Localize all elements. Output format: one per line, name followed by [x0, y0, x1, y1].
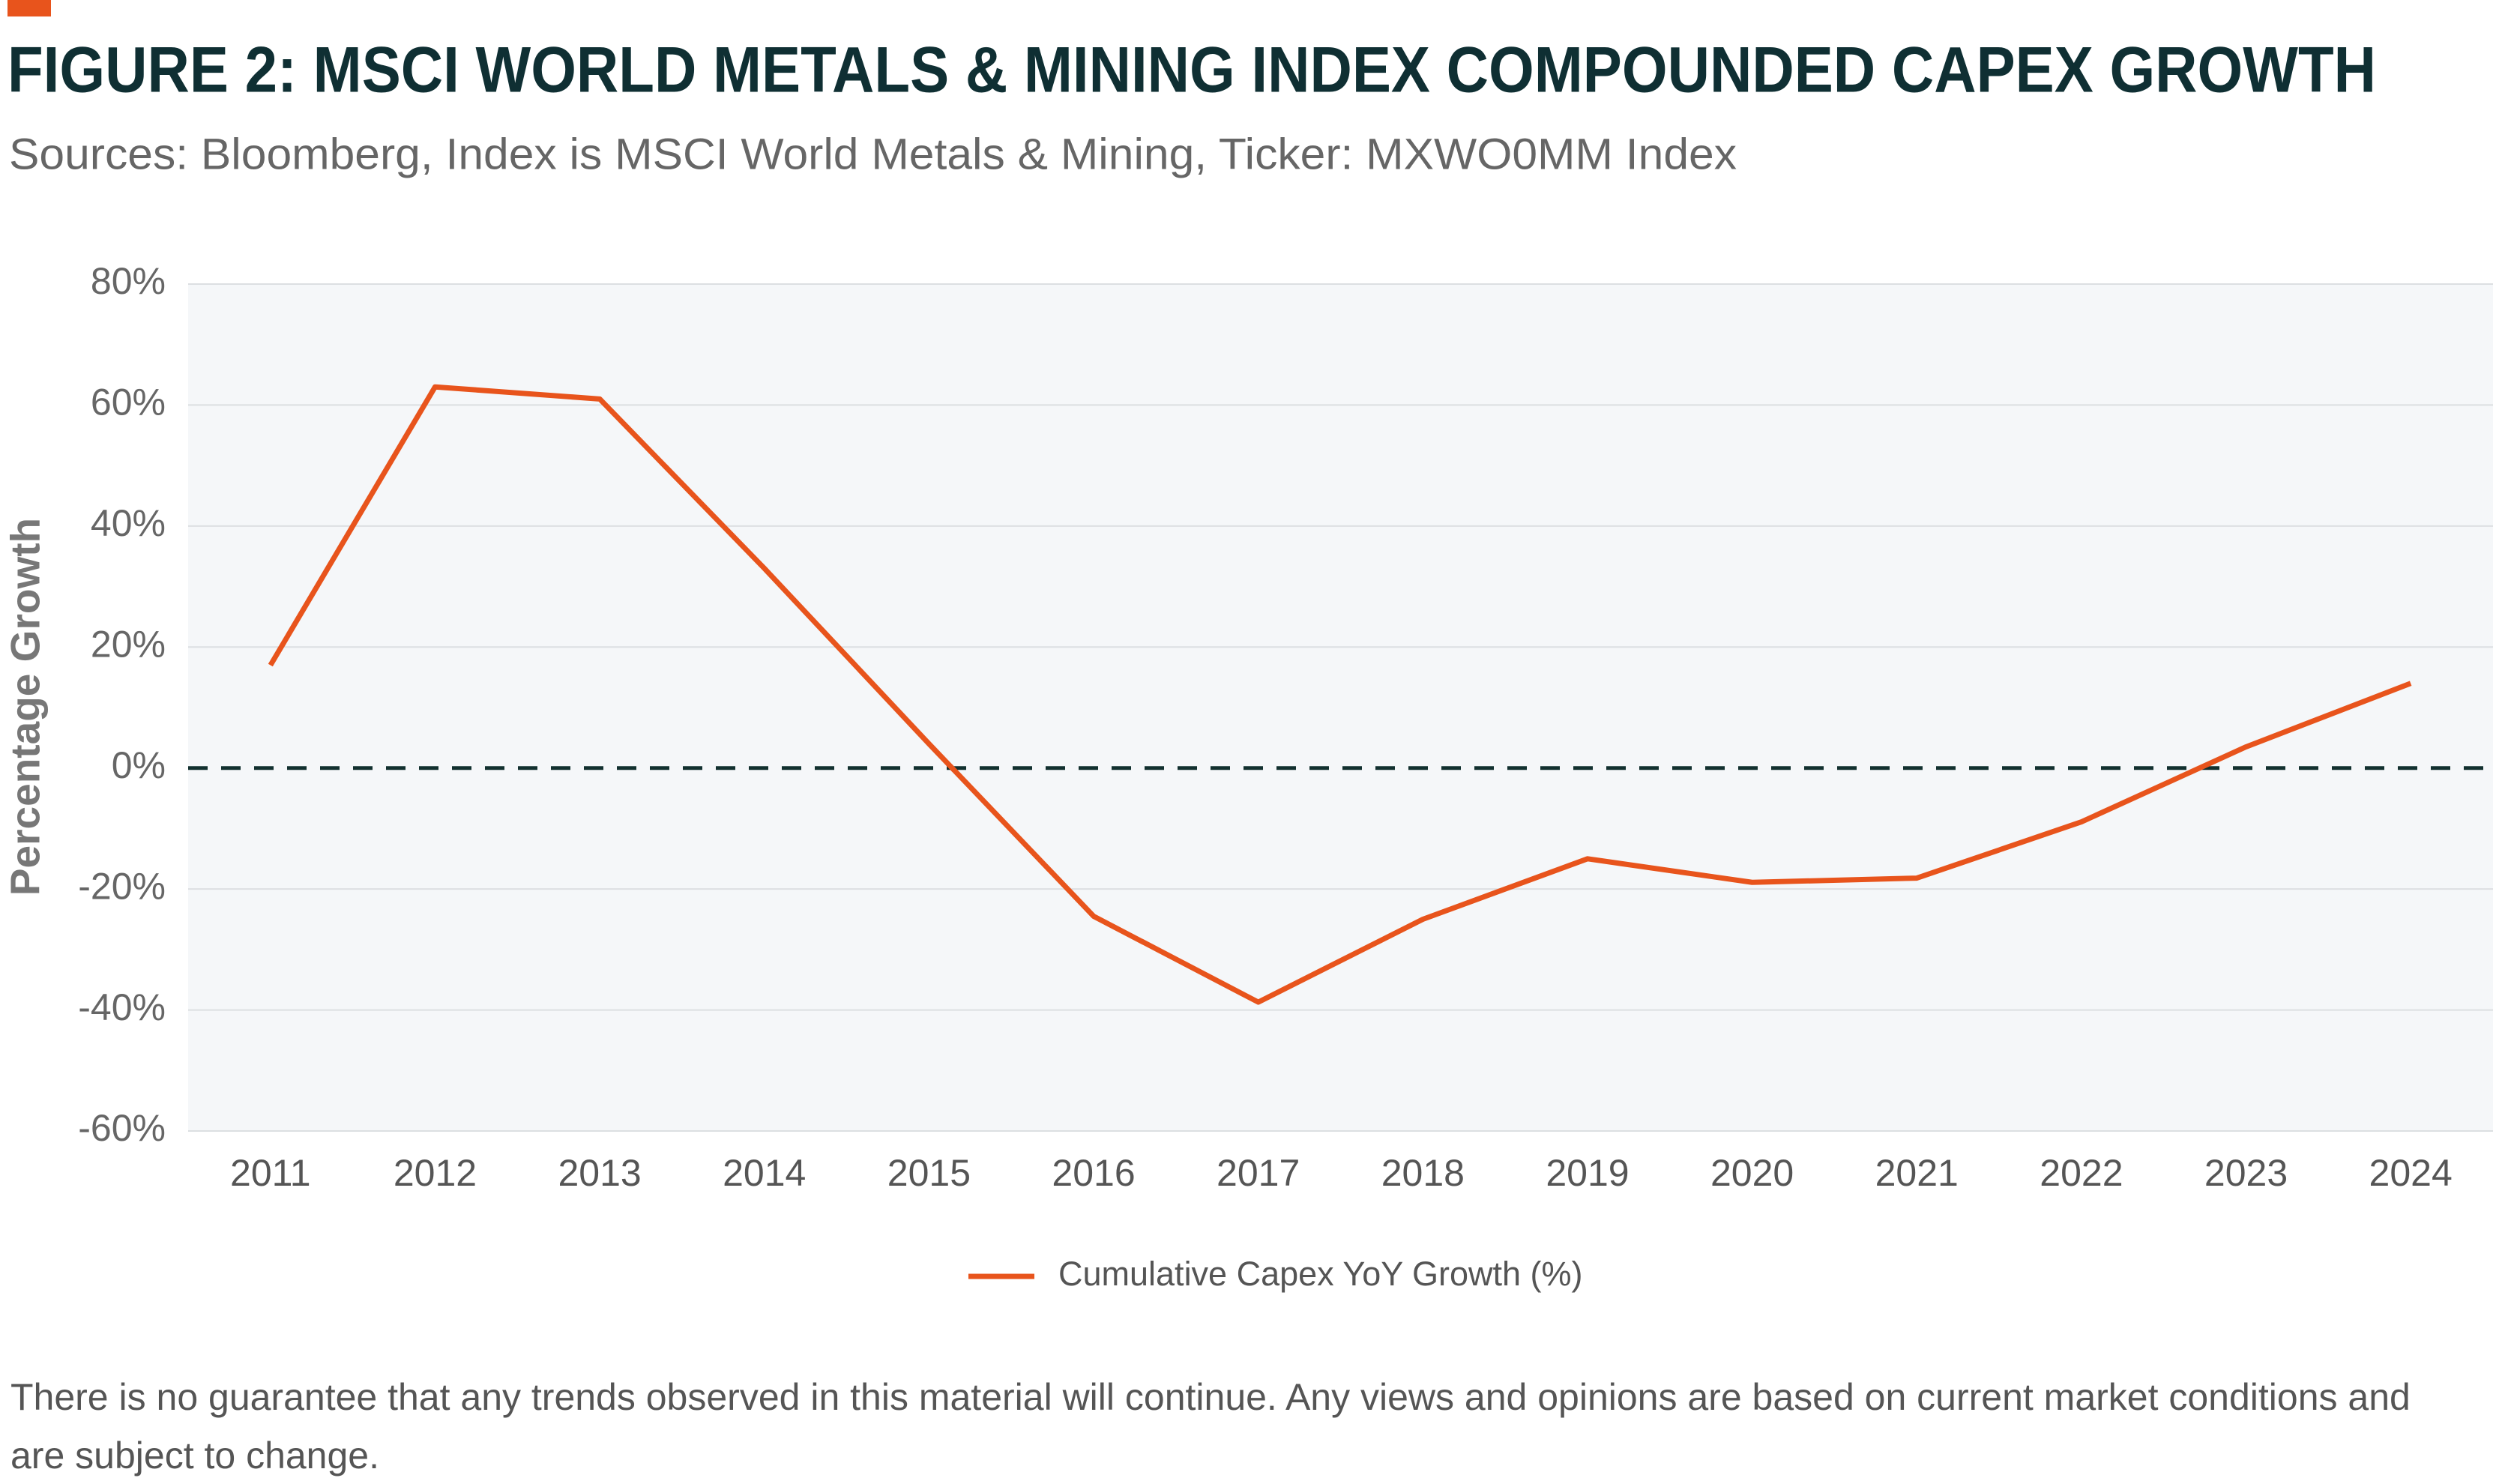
chart-title: FIGURE 2: MSCI WORLD METALS & MINING IND…	[7, 34, 2376, 106]
chart-subtitle: Sources: Bloomberg, Index is MSCI World …	[9, 130, 1737, 178]
x-tick-label: 2019	[1546, 1152, 1629, 1194]
x-tick-label: 2024	[2369, 1152, 2453, 1194]
plot-area	[188, 284, 2493, 1131]
y-axis-label: Percentage Growth	[2, 518, 49, 896]
x-tick-label: 2015	[887, 1152, 971, 1194]
legend-label: Cumulative Capex YoY Growth (%)	[1058, 1255, 1583, 1293]
y-tick-label: 0%	[112, 744, 166, 786]
x-tick-label: 2017	[1217, 1152, 1300, 1194]
footnote: There is no guarantee that any trends ob…	[10, 1376, 2411, 1477]
x-tick-label: 2018	[1381, 1152, 1465, 1194]
data-line	[268, 384, 2412, 1005]
accent-mark	[7, 0, 51, 16]
y-tick-label: 20%	[91, 623, 166, 665]
y-tick-label: -20%	[78, 865, 166, 907]
x-tick-label: 2012	[394, 1152, 477, 1194]
y-tick-label: 60%	[91, 381, 166, 423]
y-tick-label: 40%	[91, 502, 166, 544]
x-tick-label: 2023	[2204, 1152, 2288, 1194]
x-tick-label: 2020	[1710, 1152, 1794, 1194]
x-tick-label: 2016	[1052, 1152, 1135, 1194]
y-tick-label: -60%	[78, 1107, 166, 1149]
x-tick-label: 2022	[2040, 1152, 2123, 1194]
x-tick-label: 2014	[723, 1152, 806, 1194]
x-tick-label: 2011	[230, 1152, 311, 1194]
y-tick-label: 80%	[91, 260, 166, 302]
x-tick-label: 2013	[558, 1152, 641, 1194]
x-tick-label: 2021	[1875, 1152, 1959, 1194]
y-tick-label: -40%	[78, 986, 166, 1028]
